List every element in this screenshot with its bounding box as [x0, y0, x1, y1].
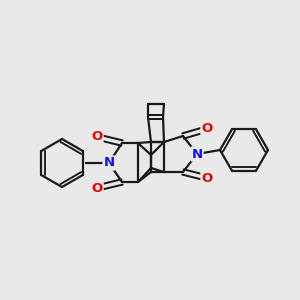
Text: N: N: [191, 148, 203, 160]
Text: O: O: [201, 172, 213, 184]
Text: N: N: [103, 157, 115, 169]
Text: O: O: [201, 122, 213, 136]
Text: O: O: [92, 130, 103, 143]
Text: O: O: [92, 182, 103, 194]
